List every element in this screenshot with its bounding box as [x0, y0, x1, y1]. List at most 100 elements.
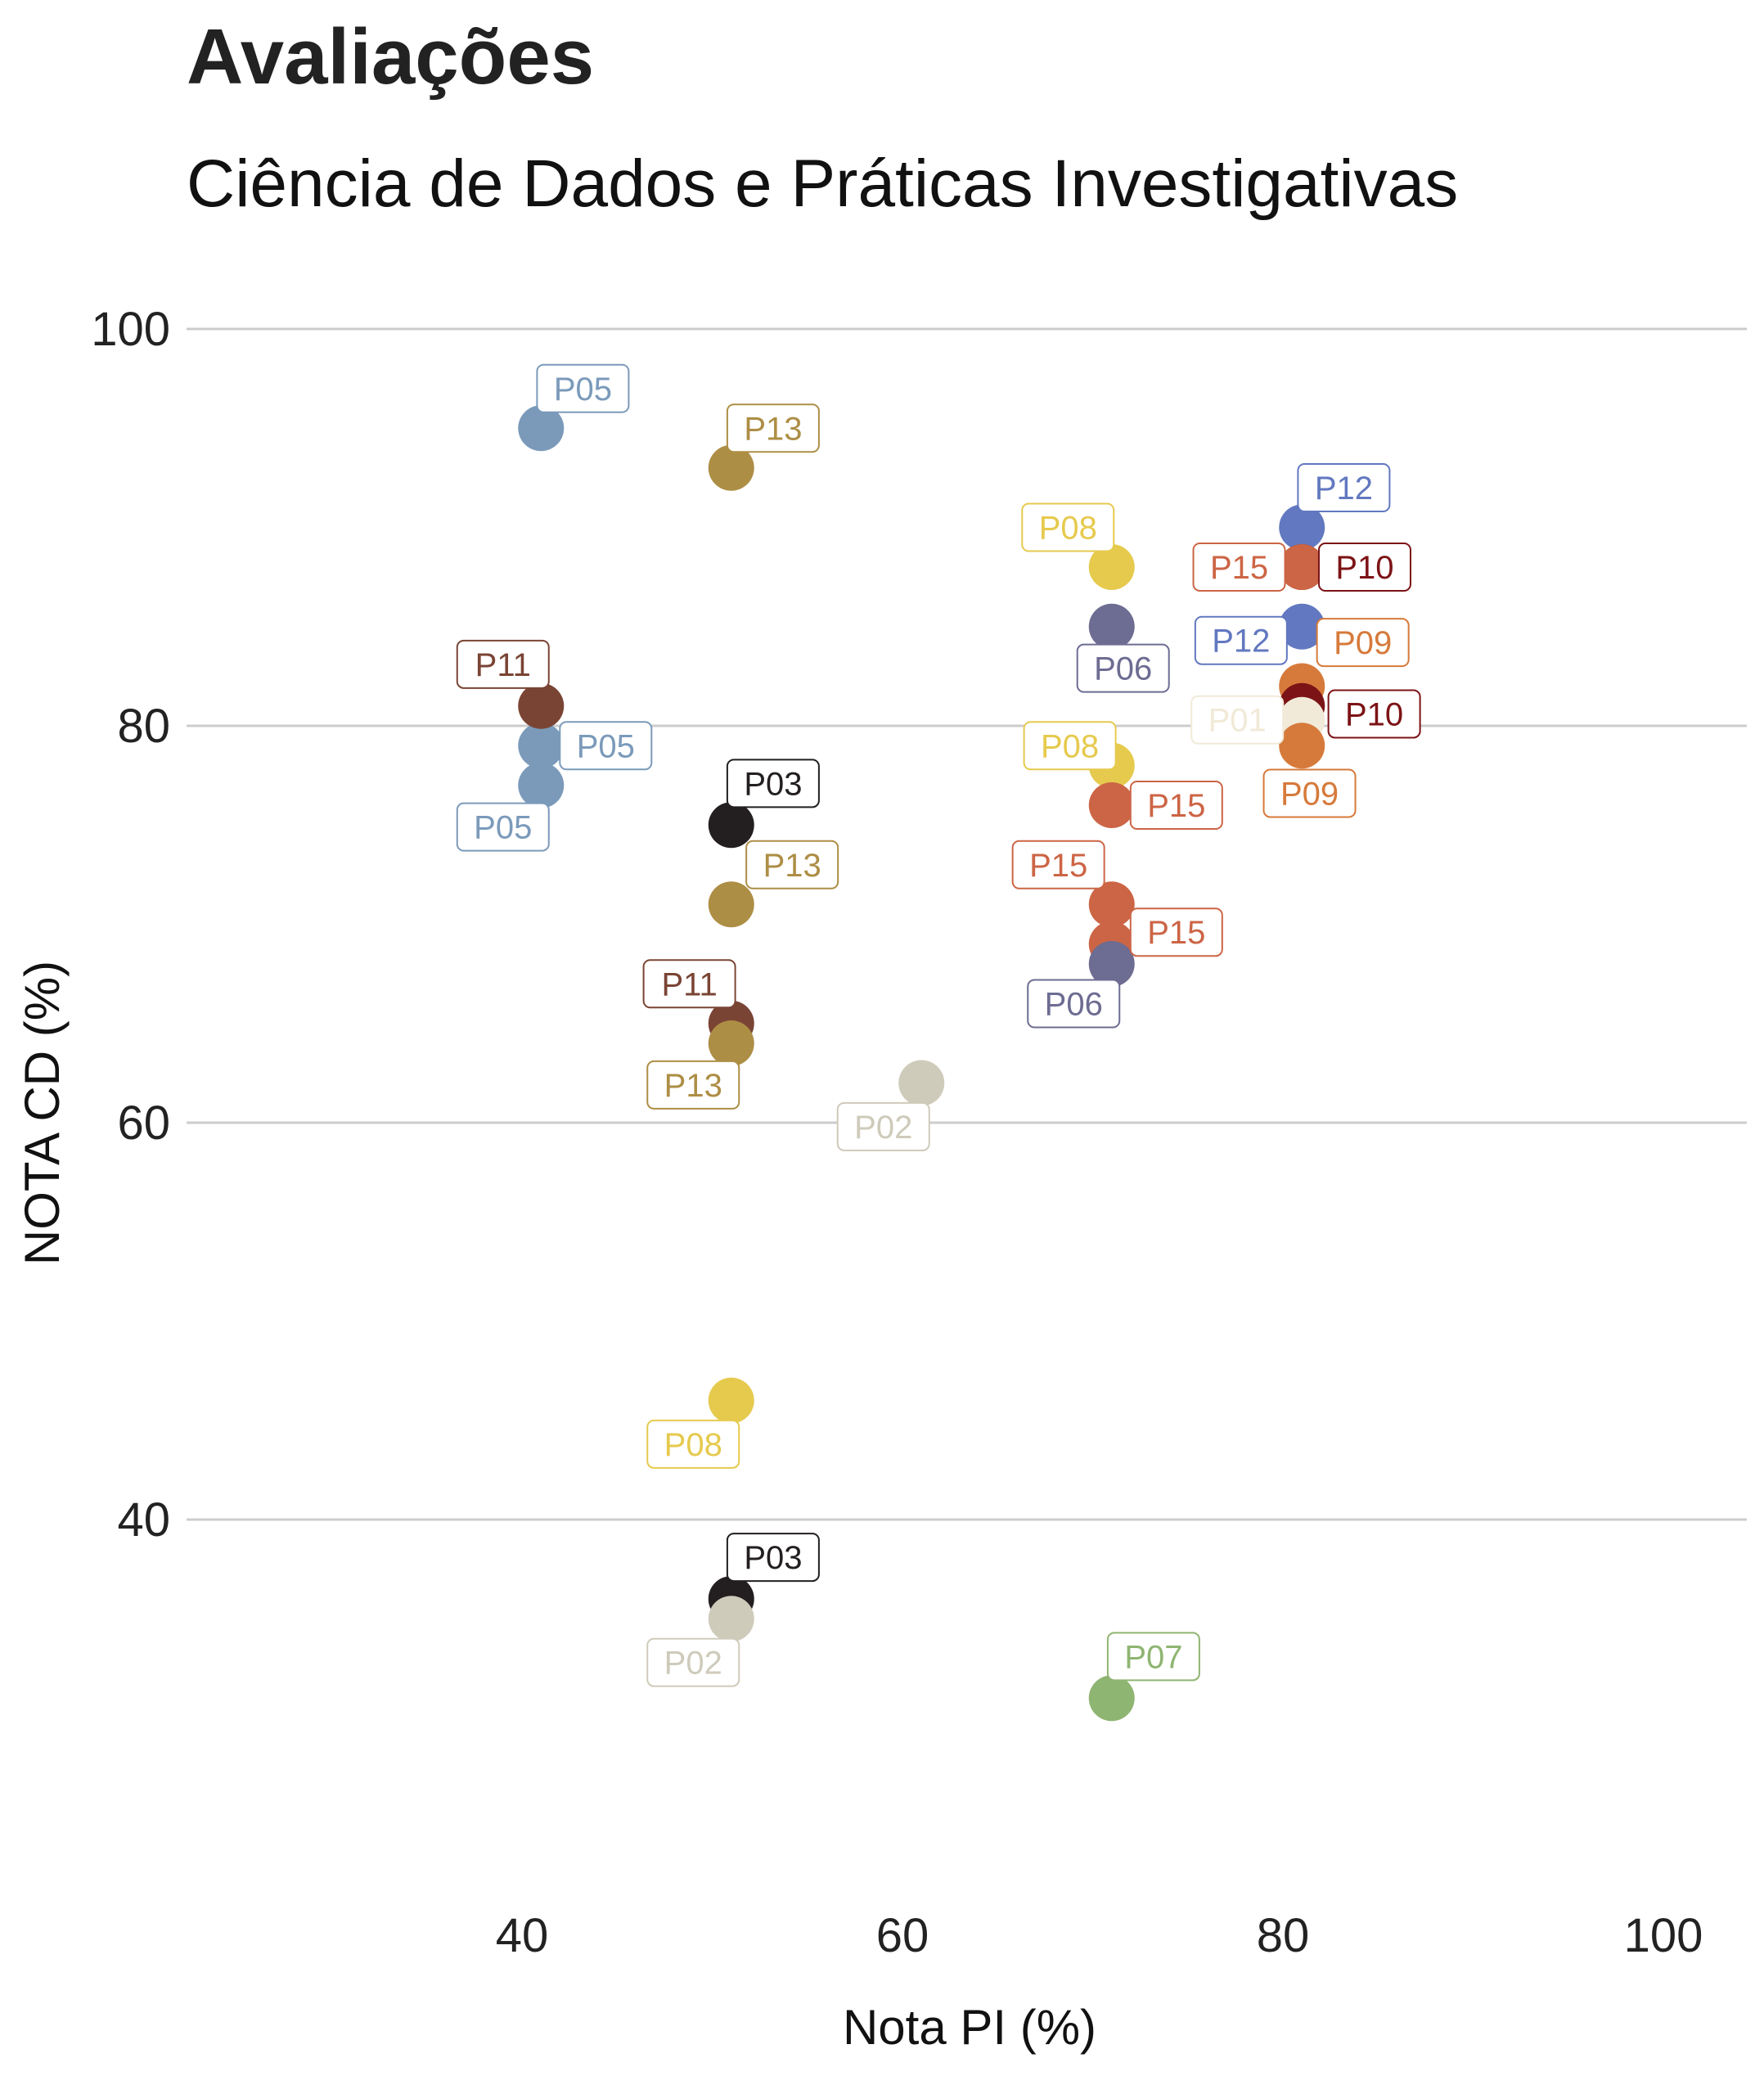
label-text: P02	[664, 1646, 722, 1682]
data-point-p09	[1279, 723, 1325, 769]
data-point-p03	[708, 802, 754, 849]
label-box	[646, 1637, 740, 1687]
label-box	[1021, 502, 1115, 552]
label-text: P10	[1335, 550, 1393, 586]
data-point-p02	[898, 1060, 945, 1106]
label-text: P08	[664, 1427, 722, 1463]
label-text: P08	[1041, 728, 1099, 764]
data-point-p13	[708, 444, 754, 491]
label-text: P06	[1094, 651, 1152, 687]
label-text: P08	[1039, 511, 1097, 547]
label-box	[1316, 618, 1410, 668]
x-tick-label: 60	[876, 1909, 929, 1962]
label-box	[646, 1419, 740, 1469]
label-text: P02	[854, 1110, 912, 1146]
label-text: P05	[554, 372, 612, 408]
label-text: P03	[744, 1540, 802, 1576]
label-text: P13	[763, 848, 821, 884]
data-point-p07	[1088, 1675, 1135, 1722]
label-text: P10	[1345, 696, 1403, 732]
label-box	[1190, 695, 1285, 745]
data-point-p08	[708, 1377, 754, 1424]
point-label-p13: P13	[745, 840, 839, 889]
label-box	[536, 363, 630, 413]
point-label-p15: P15	[1192, 543, 1286, 592]
label-text: P13	[744, 411, 802, 447]
point-label-p13: P13	[646, 1060, 740, 1110]
label-text: P07	[1124, 1639, 1182, 1675]
label-box	[1262, 768, 1357, 818]
data-point-p15	[1088, 881, 1135, 928]
point-label-p09: P09	[1262, 768, 1357, 818]
x-axis-ticks: 40 60 80 100	[496, 1909, 1703, 1962]
label-box	[559, 721, 653, 771]
x-tick-label: 40	[496, 1909, 549, 1962]
x-tick-label: 100	[1624, 1909, 1703, 1962]
point-label-p15: P15	[1011, 840, 1105, 889]
point-label-p11: P11	[456, 639, 550, 689]
data-point-p13	[708, 1020, 754, 1066]
label-box	[646, 1060, 740, 1110]
data-point-p06	[1088, 603, 1135, 650]
label-box	[1129, 781, 1223, 830]
label-box	[1317, 543, 1411, 592]
point-labels: P05 P05 P05 P11 P13 P03 P13 P11 P13 P08 P03 P02 P02 P…	[456, 363, 1421, 1687]
y-tick-label: 60	[117, 1097, 170, 1150]
point-label-p03: P03	[726, 1533, 820, 1583]
label-box	[642, 959, 736, 1009]
label-text: P15	[1029, 848, 1087, 884]
label-box	[1194, 615, 1288, 665]
y-axis-title: NOTA CD (%)	[15, 961, 70, 1265]
point-label-p06: P06	[1076, 643, 1170, 693]
label-box	[1297, 463, 1391, 512]
data-points	[518, 405, 1325, 1722]
y-tick-label: 40	[117, 1493, 170, 1547]
label-text: P11	[475, 647, 531, 683]
chart-title: Avaliações	[187, 13, 594, 101]
point-label-p05: P05	[456, 802, 550, 852]
label-box	[745, 840, 839, 889]
data-point-p15	[1088, 782, 1135, 828]
x-axis-title: Nota PI (%)	[843, 2000, 1096, 2055]
point-label-p06: P06	[1027, 979, 1121, 1029]
point-label-p12: P12	[1194, 615, 1288, 665]
label-text: P15	[1210, 550, 1268, 586]
label-box	[726, 759, 820, 808]
point-label-p08: P08	[1023, 721, 1117, 771]
label-box	[726, 1533, 820, 1583]
data-point-p05	[518, 762, 565, 808]
label-box	[1192, 543, 1286, 592]
label-text: P12	[1315, 471, 1373, 507]
label-text: P15	[1147, 915, 1205, 951]
point-label-p08: P08	[646, 1419, 740, 1469]
point-label-p03: P03	[726, 759, 820, 808]
label-box	[456, 639, 550, 689]
point-label-p02: P02	[646, 1637, 740, 1687]
label-box	[726, 403, 820, 453]
label-box	[1023, 721, 1117, 771]
label-text: P09	[1334, 625, 1392, 661]
point-label-p13: P13	[726, 403, 820, 453]
label-box	[1076, 643, 1170, 693]
label-text: P13	[664, 1068, 722, 1104]
point-label-p15: P15	[1129, 781, 1223, 830]
label-box	[456, 802, 550, 852]
label-box	[1011, 840, 1105, 889]
label-text: P03	[744, 766, 802, 802]
point-label-p08: P08	[1021, 502, 1115, 552]
label-box	[1027, 979, 1121, 1029]
point-label-p10: P10	[1317, 543, 1411, 592]
data-point-p05	[518, 723, 565, 769]
y-tick-label: 100	[91, 303, 170, 356]
data-point-p06	[1088, 941, 1135, 987]
chart-subtitle: Ciência de Dados e Práticas Investigativ…	[187, 146, 1458, 221]
point-label-p02: P02	[836, 1101, 930, 1151]
point-label-p10: P10	[1327, 689, 1421, 739]
gridlines	[187, 327, 1747, 1521]
label-text: P15	[1147, 788, 1205, 824]
data-point-p15	[1279, 544, 1325, 590]
point-label-p11: P11	[642, 959, 736, 1009]
point-label-p07: P07	[1106, 1632, 1200, 1682]
point-label-p05: P05	[536, 363, 630, 413]
